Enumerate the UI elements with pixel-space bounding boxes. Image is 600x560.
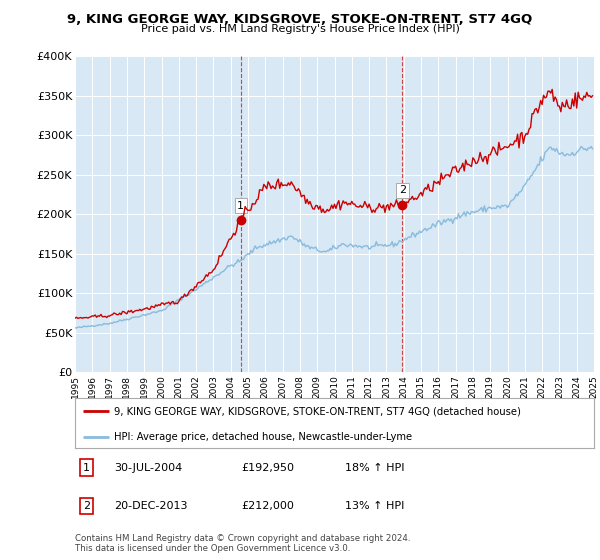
Text: 13% ↑ HPI: 13% ↑ HPI (345, 501, 404, 511)
Text: 30-JUL-2004: 30-JUL-2004 (114, 463, 182, 473)
Text: 9, KING GEORGE WAY, KIDSGROVE, STOKE-ON-TRENT, ST7 4GQ (detached house): 9, KING GEORGE WAY, KIDSGROVE, STOKE-ON-… (114, 406, 521, 416)
Text: 1: 1 (237, 200, 244, 211)
Text: 9, KING GEORGE WAY, KIDSGROVE, STOKE-ON-TRENT, ST7 4GQ: 9, KING GEORGE WAY, KIDSGROVE, STOKE-ON-… (67, 13, 533, 26)
Text: 1: 1 (83, 463, 90, 473)
Text: 18% ↑ HPI: 18% ↑ HPI (345, 463, 404, 473)
Text: Contains HM Land Registry data © Crown copyright and database right 2024.
This d: Contains HM Land Registry data © Crown c… (75, 534, 410, 553)
Text: 2: 2 (398, 185, 406, 195)
Text: HPI: Average price, detached house, Newcastle-under-Lyme: HPI: Average price, detached house, Newc… (114, 432, 412, 442)
Text: £192,950: £192,950 (241, 463, 294, 473)
Text: £212,000: £212,000 (241, 501, 294, 511)
Text: Price paid vs. HM Land Registry's House Price Index (HPI): Price paid vs. HM Land Registry's House … (140, 24, 460, 34)
Text: 20-DEC-2013: 20-DEC-2013 (114, 501, 187, 511)
Text: 2: 2 (83, 501, 90, 511)
